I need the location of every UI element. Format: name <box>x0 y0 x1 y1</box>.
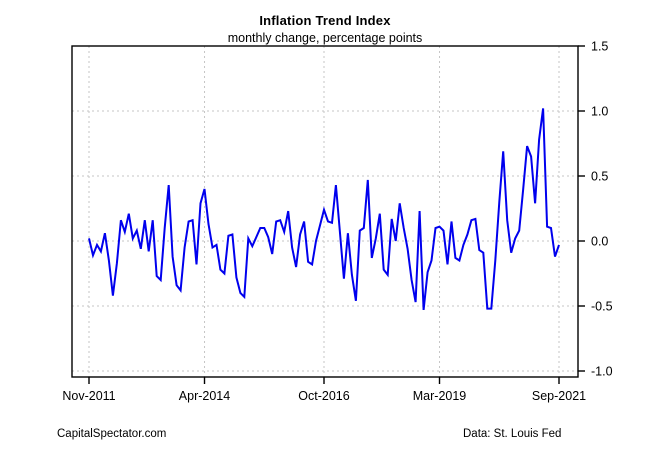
x-tick-label: Oct-2016 <box>298 389 349 403</box>
source-site-label: CapitalSpectator.com <box>57 428 167 440</box>
x-tick-label: Sep-2021 <box>532 389 586 403</box>
y-tick-label: 1.5 <box>591 40 608 54</box>
data-series-line <box>88 108 560 311</box>
x-tick-label: Apr-2014 <box>179 389 230 403</box>
y-tick-label: 0.5 <box>591 170 608 184</box>
y-tick-label: -0.5 <box>591 300 613 314</box>
chart-subtitle: monthly change, percentage points <box>227 31 423 45</box>
y-tick-label: -1.0 <box>591 365 613 379</box>
chart-title: Inflation Trend Index <box>259 13 391 28</box>
plot-border <box>71 45 579 378</box>
x-tick-label: Nov-2011 <box>62 389 115 403</box>
y-tick-label: 0.0 <box>591 235 608 249</box>
y-tick-label: 1.0 <box>591 105 608 119</box>
x-tick-label: Mar-2019 <box>413 389 467 403</box>
data-source-label: Data: St. Louis Fed <box>463 428 562 440</box>
